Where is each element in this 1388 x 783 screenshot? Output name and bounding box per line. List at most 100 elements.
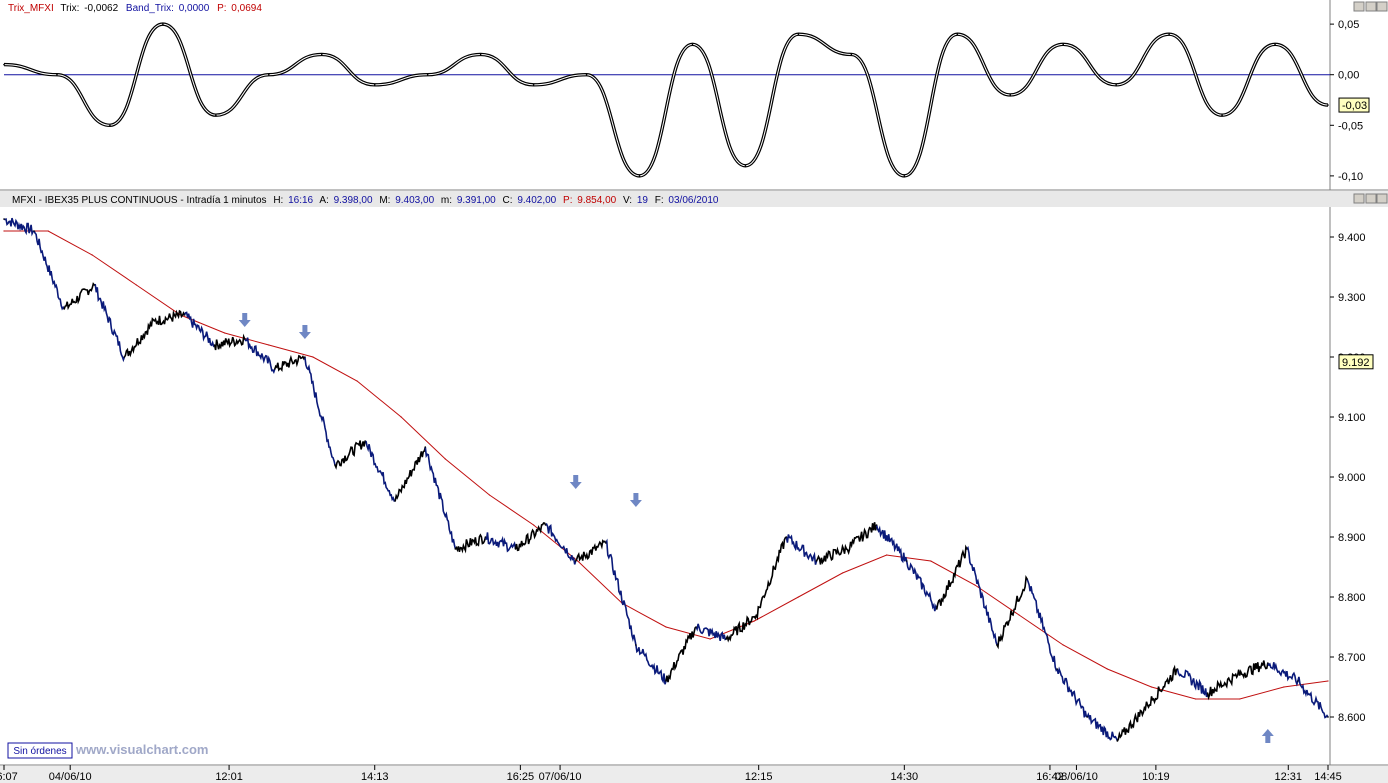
price-point: [1116, 740, 1119, 742]
time-tick-label: 12:01: [215, 771, 243, 783]
trix-point: [320, 53, 323, 56]
trix-point: [162, 23, 164, 25]
price-tick-label: 9.100: [1338, 412, 1366, 424]
price-header-bar: MFXI - IBEX35 PLUS CONTINUOUS - Intradía…: [0, 191, 1388, 207]
moving-average-point: [577, 560, 579, 562]
price-point: [1236, 674, 1239, 676]
price-point: [183, 314, 186, 316]
price-point: [1026, 578, 1028, 580]
price-segment: [514, 522, 547, 552]
price-point: [394, 500, 396, 502]
price-segment: [605, 538, 637, 646]
moving-average-point: [797, 596, 800, 598]
price-segment: [484, 532, 517, 553]
price-point: [1176, 668, 1179, 670]
time-tick-label: 12:31: [1275, 771, 1303, 783]
time-axis: 16:07 04/06/10 12:01 14:13 16:25 07/06/10 12:1…: [0, 765, 1342, 783]
time-tick-label: 04/06/10: [49, 771, 92, 783]
price-point: [966, 548, 968, 550]
price-segment: [213, 333, 246, 351]
price-tick-label: 9.400: [1338, 232, 1366, 244]
time-tick-label: 07/06/10: [539, 771, 582, 783]
price-segment: [123, 317, 156, 358]
price-segment: [63, 282, 95, 311]
price-point: [484, 536, 487, 538]
price-point: [1267, 662, 1269, 664]
price-segment: [3, 217, 35, 237]
trix-point: [744, 164, 747, 167]
moving-average-point: [1062, 644, 1064, 646]
trix-point: [850, 53, 853, 56]
price-point: [1206, 692, 1209, 694]
price-point: [605, 542, 607, 544]
price-segment: [755, 536, 787, 621]
price-tick-label: 9.300: [1338, 292, 1366, 304]
price-segment: [1086, 712, 1119, 742]
price-window-buttons[interactable]: [1353, 193, 1388, 204]
price-series: [3, 217, 1329, 742]
trix-point: [532, 84, 535, 86]
time-tick-label: 12:15: [745, 771, 773, 783]
price-point: [1086, 716, 1089, 718]
price-segment: [244, 337, 276, 375]
price-segment: [846, 522, 878, 556]
watermark: www.visualchart.com: [75, 742, 208, 757]
trix-point: [109, 124, 111, 127]
trix-point: [1009, 94, 1012, 96]
trix-point: [797, 33, 800, 36]
price-point: [635, 644, 637, 646]
time-tick-label: 16:25: [507, 771, 535, 783]
price-segment: [695, 623, 727, 642]
trix-point: [585, 73, 588, 76]
price-point: [213, 344, 216, 346]
price-point: [905, 560, 908, 562]
price-segment: [304, 356, 336, 466]
moving-average-point: [135, 284, 137, 286]
price-segment: [153, 309, 186, 326]
price-tick-label: 9.000: [1338, 472, 1366, 484]
time-tick-label: 10:19: [1142, 771, 1170, 783]
trix-tick-label: 0,05: [1338, 19, 1359, 31]
price-segment: [364, 440, 396, 502]
price-segment: [1176, 668, 1209, 698]
trix-point: [956, 33, 959, 36]
trix-tick-label: -0,10: [1338, 171, 1363, 183]
moving-average-point: [1018, 614, 1020, 616]
price-current-value: 9.192: [1338, 354, 1374, 370]
price-point: [996, 644, 998, 646]
moving-average-line: [4, 230, 1329, 700]
price-segment: [183, 311, 216, 348]
moving-average-point: [356, 380, 358, 382]
price-y-axis: 9.4009.3009.2009.1009.0008.9008.8008.700…: [1330, 232, 1366, 724]
trix-series: [3, 22, 1329, 178]
price-point: [875, 524, 878, 526]
signal-arrow-down: [629, 493, 642, 507]
price-point: [153, 320, 156, 322]
trix-point: [903, 175, 906, 177]
price-segment: [725, 614, 758, 643]
moving-average-point: [400, 416, 402, 418]
moving-average-point: [91, 254, 93, 256]
svg-text:Sin órdenes: Sin órdenes: [13, 746, 66, 757]
trix-point: [3, 63, 5, 66]
price-segment: [936, 544, 968, 610]
price-point: [725, 638, 727, 640]
price-header: MFXI - IBEX35 PLUS CONTINUOUS - Intradía…: [12, 195, 719, 206]
price-segment: [1026, 578, 1058, 672]
price-point: [243, 338, 246, 340]
indicator-window-buttons[interactable]: [1353, 1, 1388, 12]
moving-average-point: [753, 620, 755, 622]
time-tick-label: 14:13: [361, 771, 389, 783]
price-segment: [905, 560, 938, 612]
price-segment: [1056, 666, 1088, 718]
price-point: [123, 356, 126, 358]
price-segment: [94, 283, 126, 363]
status-badge[interactable]: Sin órdenes: [7, 742, 73, 759]
price-point: [1297, 680, 1299, 682]
trix-point: [1062, 43, 1064, 46]
price-tick-label: 8.900: [1338, 532, 1366, 544]
price-tick-label: 8.800: [1338, 592, 1366, 604]
price-segment: [785, 534, 818, 565]
price-point: [574, 560, 577, 562]
